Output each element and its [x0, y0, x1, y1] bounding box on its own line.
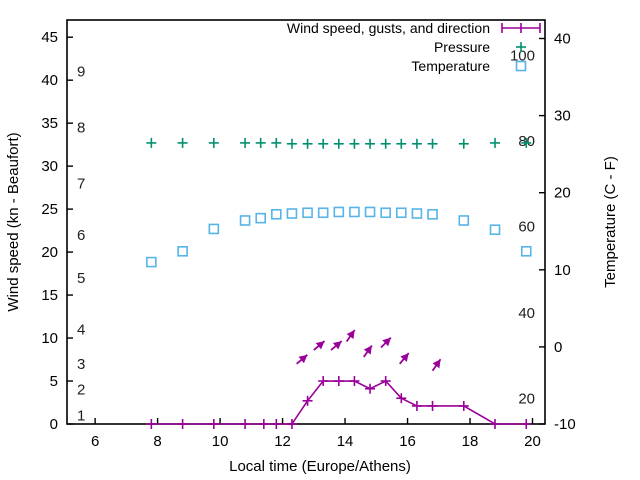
- beaufort-label-1: 1: [77, 407, 85, 424]
- wind-direction-arrow-head-4: [363, 345, 372, 355]
- beaufort-label-5: 5: [77, 270, 85, 287]
- fahrenheit-label-20: 20: [518, 391, 535, 408]
- y-left-tick-label-3: 15: [41, 287, 58, 304]
- wind-direction-arrow-head-1: [315, 341, 325, 350]
- fahrenheit-label-100: 100: [510, 47, 535, 64]
- temperature-point: [364, 206, 376, 218]
- temperature-point: [286, 208, 298, 219]
- temperature-point: [427, 208, 438, 220]
- temperature-point: [255, 212, 266, 224]
- x-tick-label-7: 20: [524, 433, 541, 450]
- y-left-tick-label-8: 40: [41, 72, 58, 89]
- beaufort-label-6: 6: [77, 227, 85, 244]
- wind-direction-arrow-head-7: [432, 359, 441, 369]
- beaufort-label-9: 9: [77, 64, 85, 81]
- y-left-tick-label-9: 45: [41, 29, 58, 46]
- y-right-tick-label-1: 0: [554, 339, 562, 356]
- temperature-point: [520, 245, 532, 257]
- fahrenheit-label-60: 60: [518, 219, 535, 236]
- y-left-tick-label-6: 30: [41, 158, 58, 175]
- legend-label-1: Wind speed, gusts, and direction: [287, 20, 490, 36]
- plot-frame: [66, 19, 546, 425]
- y-left-tick-label-7: 35: [41, 115, 58, 132]
- wind-speed-line: [151, 380, 527, 425]
- y-left-axis-title: Wind speed (kn - Beaufort): [5, 132, 22, 311]
- x-axis-title: Local time (Europe/Athens): [229, 458, 411, 475]
- y-right-tick-label-2: 10: [554, 262, 571, 279]
- temperature-point: [271, 208, 282, 220]
- beaufort-label-2: 2: [77, 382, 85, 399]
- temperature-point: [317, 207, 329, 219]
- wind-direction-arrow-head-2: [332, 341, 342, 350]
- x-tick-label-4: 14: [337, 433, 354, 450]
- temperature-point: [302, 207, 313, 219]
- temperature-point: [411, 208, 423, 219]
- y-left-tick-label-4: 20: [41, 244, 58, 261]
- x-tick-label-5: 16: [399, 433, 416, 450]
- x-tick-label-6: 18: [462, 433, 479, 450]
- temperature-point: [177, 245, 188, 257]
- y-left-tick-label-5: 25: [41, 201, 58, 218]
- legend-label-3: Temperature: [411, 58, 490, 74]
- y-right-axis-title: Temperature (C - F): [602, 156, 619, 288]
- temperature-point: [380, 207, 391, 219]
- beaufort-label-4: 4: [77, 321, 85, 338]
- temperature-point: [239, 215, 251, 226]
- temperature-point: [349, 206, 360, 218]
- wind-direction-arrow-head-5: [382, 337, 391, 347]
- x-tick-label-0: 6: [91, 433, 99, 450]
- y-left-tick-label-2: 10: [41, 330, 58, 347]
- y-right-tick-label-3: 20: [554, 185, 571, 202]
- legend-marker-temperature: [515, 60, 527, 72]
- legend-label-2: Pressure: [434, 39, 490, 55]
- x-tick-label-3: 12: [274, 433, 291, 450]
- temperature-point: [395, 207, 407, 219]
- wind-direction-arrow-head-0: [298, 354, 308, 364]
- beaufort-label-3: 3: [77, 356, 85, 373]
- x-tick-label-1: 8: [153, 433, 161, 450]
- temperature-point: [458, 215, 470, 226]
- temperature-point: [208, 223, 220, 235]
- y-right-tick-label-5: 40: [554, 31, 571, 48]
- wind-direction-arrow-head-6: [400, 353, 409, 362]
- y-left-tick-label-1: 5: [50, 373, 58, 390]
- beaufort-label-7: 7: [77, 175, 85, 192]
- y-right-tick-label-0: -10: [554, 416, 576, 433]
- temperature-point: [489, 224, 501, 236]
- x-tick-label-2: 10: [212, 433, 229, 450]
- temperature-point: [146, 256, 157, 268]
- temperature-point: [333, 206, 345, 218]
- fahrenheit-label-40: 40: [518, 305, 535, 322]
- wind-direction-arrow-head-3: [346, 330, 355, 339]
- beaufort-label-8: 8: [77, 119, 85, 136]
- y-right-tick-label-4: 30: [554, 108, 571, 125]
- y-left-tick-label-0: 0: [50, 416, 58, 433]
